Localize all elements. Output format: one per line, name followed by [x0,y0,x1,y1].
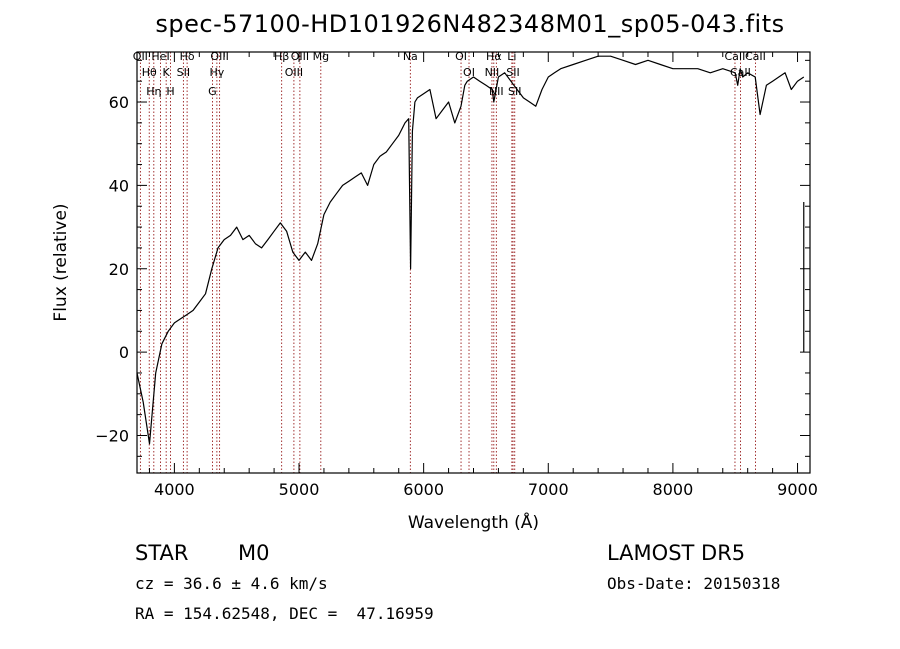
spectrum-line [136,55,805,445]
line-marker-label: NII [485,66,500,79]
line-marker-label: OIII [291,50,309,63]
x-axis-label: Wavelength (Å) [408,511,539,533]
object-subclass: M0 [238,541,270,565]
y-tick-label: −20 [95,426,129,445]
redshift-velocity: cz = 36.6 ± 4.6 km/s [135,574,328,593]
x-tick-label: 8000 [653,480,694,499]
line-marker-label: Hη [146,85,161,98]
line-marker-label: Hα [486,50,502,63]
line-marker-label: Na [403,50,418,63]
observation-date: Obs-Date: 20150318 [607,574,781,593]
y-axis-ticks: −20 0 20 40 60 [95,59,810,457]
line-marker-label: HeI [151,50,169,63]
line-marker-label: CaII [725,50,746,63]
line-marker-label: K [163,66,171,79]
y-tick-label: 20 [109,260,129,279]
plot-frame [136,51,811,474]
line-marker-label: Hβ [274,50,289,63]
line-marker-group [139,52,756,473]
object-class: STAR [135,541,189,565]
y-tick-label: 60 [109,93,129,112]
line-marker-label: Hθ [142,66,157,79]
line-marker-label: G [208,85,217,98]
line-marker-label: Li [507,50,516,63]
line-marker-label: OIII [285,66,303,79]
coordinates: RA = 154.62548, DEC = 47.16959 [135,604,434,623]
line-marker-label: Hδ [180,50,195,63]
survey-label: LAMOST DR5 [607,541,746,565]
line-marker-label: SII [177,66,190,79]
line-marker-label: Mg [313,50,329,63]
line-marker-label: H [166,85,174,98]
line-marker-label: SII [506,66,519,79]
line-marker-label: CaII [745,50,766,63]
x-tick-label: 5000 [279,480,320,499]
x-tick-label: 4000 [154,480,195,499]
x-tick-label: 9000 [777,480,818,499]
x-tick-label: 7000 [528,480,569,499]
line-marker-label: Hγ [209,66,224,79]
y-tick-label: 40 [109,176,129,195]
line-marker-label: OI [463,66,475,79]
y-axis-label: Flux (relative) [51,203,71,321]
x-axis-ticks: 4000 5000 6000 7000 8000 9000 [148,52,818,499]
x-tick-label: 6000 [403,480,444,499]
line-marker-label: SII [508,85,521,98]
line-marker-label: OI [455,50,467,63]
chart-title: spec-57100-HD101926N482348M01_sp05-043.f… [155,10,785,38]
y-tick-label: 0 [119,343,129,362]
